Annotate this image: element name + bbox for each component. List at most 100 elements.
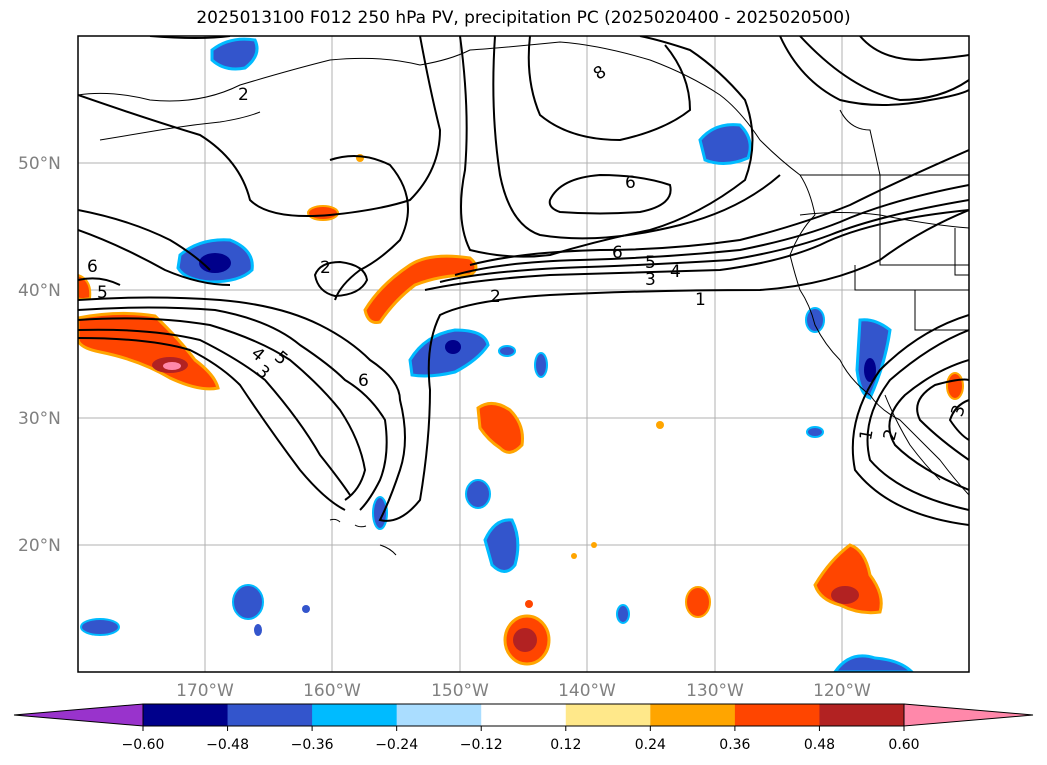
contour-label: 6 (87, 257, 98, 277)
colorbar-segments (143, 704, 905, 726)
longitude-labels: 170°W 160°W 150°W 140°W 130°W 120°W (176, 681, 871, 701)
precip-blob-south (476, 402, 524, 454)
pv-contour-west-6 (78, 277, 121, 286)
precip-blob-neg-m (302, 605, 310, 613)
lat-label-20n: 20°N (18, 536, 61, 556)
precip-blob-neg-c (232, 584, 264, 620)
coast-north-america (789, 214, 969, 496)
colorbar: −0.60 −0.48 −0.36 −0.24 −0.12 0.12 0.24 0.36 0.4… (13, 703, 1034, 753)
pv-contour-se-4 (851, 314, 969, 526)
colorbar-tick-label: 0.12 (550, 737, 581, 753)
pv-contour-jet-6 (424, 209, 969, 291)
precip-dot-e (525, 600, 533, 608)
colorbar-extend-right (903, 703, 1034, 727)
precip-blob-neg-i (806, 426, 824, 438)
pv-contour-jet-11 (78, 209, 211, 271)
precip-blob-neg-north (210, 37, 259, 71)
precip-blob-neg-coast (698, 123, 752, 165)
colorbar-tick-label: −0.60 (122, 737, 165, 753)
pv-contour-jet-1 (78, 209, 969, 522)
precip-blob-neg-a (465, 479, 491, 509)
coast-alaska (78, 41, 816, 216)
contour-label: 6 (358, 371, 369, 391)
pv-contour-mid (329, 155, 409, 301)
lat-label-40n: 40°N (18, 281, 61, 301)
precip-dot-c (571, 553, 577, 559)
border-states-a (879, 175, 969, 266)
pv-contour-north-east (779, 36, 969, 106)
pv-contour-jet-4 (78, 328, 351, 496)
contour-label: 1 (856, 428, 878, 442)
pv-contour-se-2 (888, 359, 969, 491)
graticule (78, 36, 969, 672)
pv-contour-ne-2 (799, 36, 969, 102)
contour-label: 5 (97, 283, 108, 303)
contour-label: 2 (238, 85, 249, 105)
precip-blob-neg-k (833, 654, 915, 672)
pv-contour-north-b (527, 36, 692, 142)
colorbar-outline (142, 703, 905, 727)
lat-label-50n: 50°N (18, 154, 61, 174)
colorbar-tick-label: 0.36 (719, 737, 750, 753)
contour-label: 4 (670, 262, 681, 282)
pv-contours (78, 36, 969, 526)
lon-label-160w: 160°W (303, 681, 361, 701)
contour-label: 5 (645, 253, 656, 273)
lon-label-170w: 170°W (176, 681, 234, 701)
precip-dot-b (656, 421, 664, 429)
pv-contour-jet-3 (78, 317, 367, 501)
precip-positive-blobs (78, 154, 964, 666)
colorbar-segment (650, 704, 736, 726)
precip-blob-neg-f (534, 352, 548, 378)
pv-contour-se-5 (948, 399, 969, 441)
contour-label: 1 (695, 290, 706, 310)
colorbar-segment (481, 704, 567, 726)
precip-blob-neg-b (483, 518, 520, 573)
pv-contour-closed-2 (313, 260, 369, 298)
colorbar-ticks: −0.60 −0.48 −0.36 −0.24 −0.12 0.12 0.24 0.36 0.4… (122, 726, 920, 753)
precip-blob-neg-d (80, 618, 120, 636)
colorbar-tick-label: 0.24 (635, 737, 666, 753)
precip-core-southeast (513, 628, 537, 652)
colorbar-tick-label: 0.60 (888, 737, 919, 753)
colorbar-tick-label: −0.12 (460, 737, 503, 753)
precip-blob-neg-j (805, 307, 825, 333)
pv-contour-jet-8 (454, 184, 969, 276)
coast-aleutians (99, 111, 261, 141)
precip-blob-neg-h (616, 604, 630, 624)
precip-blob-neg-e (372, 496, 388, 530)
contour-label: 2 (880, 427, 902, 443)
precip-core-neg-east (864, 358, 876, 382)
latitude-labels: 50°N 40°N 30°N 20°N (18, 154, 61, 556)
precip-dot-d (591, 542, 597, 548)
border-states-b (854, 265, 969, 291)
pv-contour-north-a (459, 36, 754, 258)
lon-label-150w: 150°W (431, 681, 489, 701)
contour-label: 3 (645, 270, 656, 290)
pv-contour-north-east-b (859, 36, 969, 62)
colorbar-tick-label: 0.48 (804, 737, 835, 753)
colorbar-extend-left (13, 703, 144, 727)
contour-label: 2 (490, 287, 501, 307)
border-states-e (799, 212, 969, 229)
border-states-f (954, 228, 969, 276)
pv-contour-jet-9 (469, 149, 969, 266)
precip-blob-central (363, 254, 478, 324)
precip-blob-small-a (307, 205, 339, 221)
lon-label-130w: 130°W (686, 681, 744, 701)
lon-label-120w: 120°W (813, 681, 871, 701)
pv-contour-se-3 (866, 329, 969, 511)
border-states-d (839, 109, 881, 176)
lat-label-30n: 30°N (18, 409, 61, 429)
colorbar-tick-label: −0.24 (375, 737, 418, 753)
colorbar-segment (143, 704, 229, 726)
precip-blob-small-b (685, 586, 711, 618)
precip-core-neg-central (445, 340, 461, 354)
pv-contour-north-c (492, 36, 781, 240)
precip-blob-small-c (946, 372, 964, 400)
precip-peak-west (163, 362, 181, 370)
pv-contour-jet-10 (78, 229, 231, 286)
contour-label: 6 (625, 173, 636, 193)
pv-contour-jet-7 (439, 199, 969, 283)
